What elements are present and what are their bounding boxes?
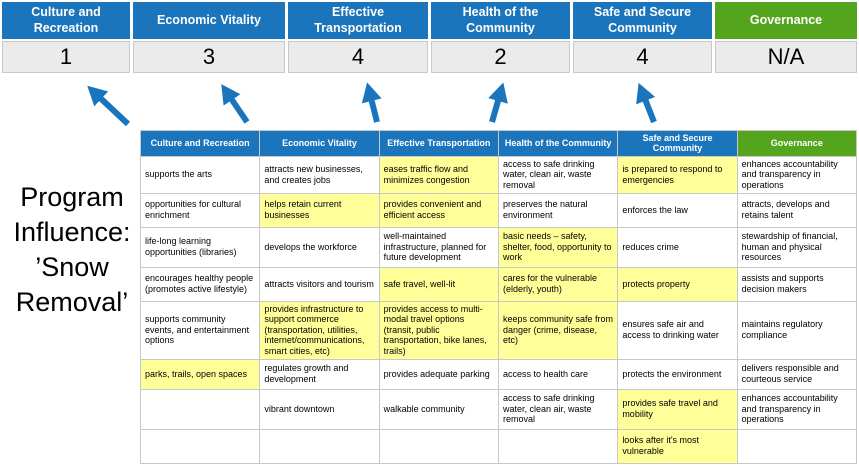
matrix-cell-r3-c4: protects property: [617, 266, 738, 302]
score-cell-5: N/A: [715, 41, 857, 73]
matrix-cell-r0-c1: attracts new businesses, and creates job…: [259, 155, 380, 194]
matrix-cell-r6-c5: enhances accountability and transparency…: [736, 388, 858, 430]
matrix-header-1: Economic Vitality: [259, 130, 380, 157]
pillar-header-3: Health of the Community: [431, 2, 570, 39]
score-cell-4: 4: [573, 41, 712, 73]
pillar-header-2: Effective Transportation: [288, 2, 428, 39]
matrix-cell-r2-c1: develops the workforce: [259, 226, 380, 268]
matrix-row-6: vibrant downtown walkable community access…: [139, 388, 858, 430]
matrix-cell-r5-c0: parks, trails, open spaces: [139, 358, 261, 390]
matrix-cell-r4-c5: maintains regulatory compliance: [736, 300, 858, 360]
matrix-cell-r7-c5: [736, 428, 858, 464]
matrix-cell-r2-c2: well-maintained infrastructure, planned …: [378, 226, 499, 268]
matrix-cell-r5-c4: protects the environment: [617, 358, 738, 390]
matrix-cell-r3-c2: safe travel, well-lit: [378, 266, 499, 302]
pillar-header-row: Culture and Recreation Economic Vitality E…: [2, 2, 857, 39]
matrix-cell-r7-c1: [259, 428, 380, 464]
matrix-cell-r0-c2: eases traffic flow and minimizes congest…: [378, 155, 499, 194]
matrix-cell-r1-c1: helps retain current businesses: [259, 192, 380, 228]
pillar-header-0: Culture and Recreation: [2, 2, 130, 39]
matrix-cell-r4-c2: provides access to multi-modal travel op…: [378, 300, 499, 360]
matrix-row-4: supports community events, and entertain…: [139, 300, 858, 360]
matrix-cell-r4-c4: ensures safe air and access to drinking …: [617, 300, 738, 360]
matrix-cell-r1-c2: provides convenient and efficient access: [378, 192, 499, 228]
matrix-cell-r3-c1: attracts visitors and tourism: [259, 266, 380, 302]
matrix-cell-r2-c4: reduces crime: [617, 226, 738, 268]
score-cell-3: 2: [431, 41, 570, 73]
pillar-header-5: Governance: [715, 2, 857, 39]
matrix-header-2: Effective Transportation: [378, 130, 499, 157]
score-arrows: [87, 82, 657, 127]
matrix-cell-r5-c3: access to health care: [497, 358, 619, 390]
matrix-cell-r7-c3: [497, 428, 619, 464]
program-title: Program Influence: ’Snow Removal’: [13, 182, 131, 318]
matrix-cell-r2-c0: life-long learning opportunities (librar…: [139, 226, 261, 268]
matrix-cell-r0-c3: access to safe drinking water, clean air…: [497, 155, 619, 194]
matrix-cell-r6-c1: vibrant downtown: [259, 388, 380, 430]
matrix-cell-r7-c4: looks after it's most vulnerable: [617, 428, 738, 464]
pillar-header-4: Safe and Secure Community: [573, 2, 712, 39]
matrix-cell-r5-c2: provides adequate parking: [378, 358, 499, 390]
matrix-cell-r4-c0: supports community events, and entertain…: [139, 300, 261, 360]
matrix-cell-r0-c4: is prepared to respond to emergencies: [617, 155, 738, 194]
matrix-row-7: looks after it's most vulnerable: [139, 428, 858, 464]
matrix-header-0: Culture and Recreation: [139, 130, 261, 157]
arrow-icon-4: [488, 82, 508, 123]
matrix-cell-r1-c4: enforces the law: [617, 192, 738, 228]
matrix-cell-r6-c3: access to safe drinking water, clean air…: [497, 388, 619, 430]
matrix-row-3: encourages healthy people (promotes acti…: [139, 266, 858, 302]
matrix-cell-r4-c3: keeps community safe from danger (crime,…: [497, 300, 619, 360]
matrix-cell-r6-c0: [139, 388, 261, 430]
matrix-cell-r1-c5: attracts, develops and retains talent: [736, 192, 858, 228]
matrix-cell-r3-c0: encourages healthy people (promotes acti…: [139, 266, 261, 302]
matrix-header-row: Culture and Recreation Economic Vitality E…: [139, 130, 858, 157]
matrix-cell-r6-c2: walkable community: [378, 388, 499, 430]
pillar-header-1: Economic Vitality: [133, 2, 285, 39]
matrix-cell-r1-c3: preserves the natural environment: [497, 192, 619, 228]
matrix-cell-r2-c3: basic needs – safety, shelter, food, opp…: [497, 226, 619, 268]
score-cell-1: 3: [133, 41, 285, 73]
matrix-cell-r7-c2: [378, 428, 499, 464]
matrix-cell-r5-c1: regulates growth and development: [259, 358, 380, 390]
matrix-header-4: Safe and Secure Community: [617, 130, 738, 157]
score-row: 1 3 4 2 4 N/A: [2, 41, 857, 73]
arrow-icon-1: [87, 85, 131, 127]
matrix-header-5: Governance: [736, 130, 858, 157]
matrix-header-3: Health of the Community: [497, 130, 619, 157]
matrix-body: supports the arts attracts new businesses…: [139, 155, 858, 464]
matrix-cell-r2-c5: stewardship of financial, human and phys…: [736, 226, 858, 268]
arrow-icon-3: [361, 82, 382, 123]
matrix-cell-r1-c0: opportunities for cultural enrichment: [139, 192, 261, 228]
matrix-cell-r5-c5: delivers responsible and courteous servi…: [736, 358, 858, 390]
matrix-cell-r0-c0: supports the arts: [139, 155, 261, 194]
influence-matrix: Culture and Recreation Economic Vitality E…: [139, 130, 858, 464]
matrix-cell-r6-c4: provides safe travel and mobility: [617, 388, 738, 430]
matrix-row-1: opportunities for cultural enrichment hel…: [139, 192, 858, 228]
matrix-cell-r7-c0: [139, 428, 261, 464]
arrow-icon-5: [636, 82, 657, 124]
arrow-icon-2: [221, 84, 250, 124]
score-cell-0: 1: [2, 41, 130, 73]
score-cell-2: 4: [288, 41, 428, 73]
matrix-cell-r3-c5: assists and supports decision makers: [736, 266, 858, 302]
matrix-row-5: parks, trails, open spaces regulates grow…: [139, 358, 858, 390]
matrix-row-0: supports the arts attracts new businesses…: [139, 155, 858, 194]
matrix-cell-r3-c3: cares for the vulnerable (elderly, youth…: [497, 266, 619, 302]
matrix-row-2: life-long learning opportunities (librar…: [139, 226, 858, 268]
matrix-cell-r0-c5: enhances accountability and transparency…: [736, 155, 858, 194]
matrix-cell-r4-c1: provides infrastructure to support comme…: [259, 300, 380, 360]
